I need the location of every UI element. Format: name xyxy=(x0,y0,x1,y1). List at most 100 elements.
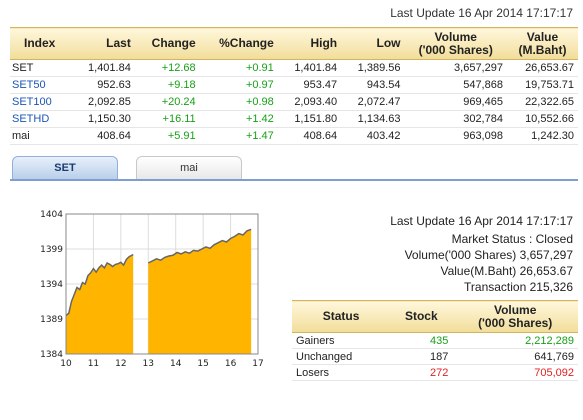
index-value: 1,242.30 xyxy=(506,127,578,145)
tab-set[interactable]: SET xyxy=(12,156,118,180)
table-row: SET50 952.63 +9.18 +0.97 953.47 943.54 5… xyxy=(10,76,578,94)
last-update-top: Last Update 16 Apr 2014 17:17:17 xyxy=(390,6,573,20)
status-value: Value(M.Baht) 26,653.67 xyxy=(440,264,573,278)
header-stat-volume: Volume ('000 Shares) xyxy=(452,300,578,333)
plot-frame xyxy=(65,213,259,355)
stat-stock: 435 xyxy=(390,332,453,349)
index-change: +20.24 xyxy=(134,93,200,111)
header-pct-change: %Change xyxy=(199,27,278,60)
index-pct-change: +0.98 xyxy=(199,93,278,111)
index-high: 1,401.84 xyxy=(277,59,342,77)
index-volume: 963,098 xyxy=(404,127,507,145)
index-low: 1,389.56 xyxy=(341,59,405,77)
index-value: 26,653.67 xyxy=(506,59,578,77)
table-row: SET100 2,092.85 +20.24 +0.98 2,093.40 2,… xyxy=(10,93,578,111)
header-volume: Volume ('000 Shares) xyxy=(404,27,507,60)
table-row: Unchanged 187 641,769 xyxy=(292,348,578,365)
x-tick-label: 12 xyxy=(115,359,126,369)
index-last: 1,401.84 xyxy=(71,59,135,77)
index-change: +12.68 xyxy=(134,59,200,77)
stat-stock: 187 xyxy=(390,348,453,365)
index-last: 1,150.30 xyxy=(71,110,135,128)
index-table-header: Index Last Change %Change High Low Volum… xyxy=(10,27,578,60)
stat-status: Unchanged xyxy=(292,348,391,365)
table-row: Losers 272 705,092 xyxy=(292,364,578,381)
stat-table-header: Status Stock Volume ('000 Shares) xyxy=(292,300,578,333)
index-name: SET xyxy=(10,59,72,77)
header-status: Status xyxy=(292,300,391,333)
index-low: 943.54 xyxy=(341,76,405,94)
table-row: SET 1,401.84 +12.68 +0.91 1,401.84 1,389… xyxy=(10,59,578,77)
x-tick-label: 14 xyxy=(170,359,182,369)
index-table: Index Last Change %Change High Low Volum… xyxy=(10,27,578,145)
intraday-chart: 1384 1389 1394 1399 1404 10 11 12 13 14 15 16 17 xyxy=(28,208,268,376)
y-tick-label: 1394 xyxy=(40,280,63,290)
stat-volume: 705,092 xyxy=(452,364,578,381)
index-value: 22,322.65 xyxy=(506,93,578,111)
index-value: 19,753.71 xyxy=(506,76,578,94)
index-high: 408.64 xyxy=(277,127,342,145)
header-value: Value (M.Baht) xyxy=(506,27,578,60)
y-tick-label: 1404 xyxy=(40,210,63,220)
index-name-link[interactable]: SET50 xyxy=(10,76,72,94)
x-tick-label: 15 xyxy=(197,359,208,369)
header-change: Change xyxy=(134,27,200,60)
x-tick-label: 11 xyxy=(88,359,99,369)
index-last: 2,092.85 xyxy=(71,93,135,111)
table-row: mai 408.64 +5.91 +1.47 408.64 403.42 963… xyxy=(10,127,578,145)
header-index: Index xyxy=(10,27,72,60)
index-pct-change: +1.42 xyxy=(199,110,278,128)
status-last-update: Last Update 16 Apr 2014 17:17:17 xyxy=(390,214,573,228)
y-tick-label: 1389 xyxy=(40,315,63,325)
index-pct-change: +1.47 xyxy=(199,127,278,145)
status-volume: Volume('000 Shares) 3,657,297 xyxy=(404,248,573,262)
stat-stock: 272 xyxy=(390,364,453,381)
index-change: +9.18 xyxy=(134,76,200,94)
index-high: 2,093.40 xyxy=(277,93,342,111)
stat-volume: 641,769 xyxy=(452,348,578,365)
index-name-link[interactable]: SETHD xyxy=(10,110,72,128)
header-stock: Stock xyxy=(390,300,453,333)
table-row: Gainers 435 2,212,289 xyxy=(292,332,578,349)
index-volume: 3,657,297 xyxy=(404,59,507,77)
y-tick-label: 1399 xyxy=(40,245,63,255)
stat-status: Gainers xyxy=(292,332,391,349)
header-low: Low xyxy=(341,27,405,60)
y-tick-label: 1384 xyxy=(40,350,63,360)
area-segment xyxy=(66,254,134,354)
price-line xyxy=(65,253,134,317)
x-tick-label: 16 xyxy=(225,359,237,369)
price-line xyxy=(147,228,252,264)
header-last: Last xyxy=(71,27,135,60)
market-status-block: Last Update 16 Apr 2014 17:17:17 Market … xyxy=(390,213,573,295)
table-row: SETHD 1,150.30 +16.11 +1.42 1,151.80 1,1… xyxy=(10,110,578,128)
index-change: +16.11 xyxy=(134,110,200,128)
index-volume: 969,465 xyxy=(404,93,507,111)
gainers-losers-table: Status Stock Volume ('000 Shares) Gainers… xyxy=(292,300,578,381)
index-volume: 302,784 xyxy=(404,110,507,128)
index-last: 952.63 xyxy=(71,76,135,94)
market-status: Market Status : Closed xyxy=(451,232,573,246)
tab-mai[interactable]: mai xyxy=(136,156,242,180)
index-low: 2,072.47 xyxy=(341,93,405,111)
stat-volume: 2,212,289 xyxy=(452,332,578,349)
x-tick-label: 17 xyxy=(252,359,263,369)
status-transaction: Transaction 215,326 xyxy=(464,280,573,294)
index-value: 10,552.66 xyxy=(506,110,578,128)
area-segment xyxy=(148,229,252,354)
index-pct-change: +0.91 xyxy=(199,59,278,77)
index-low: 1,134.63 xyxy=(341,110,405,128)
index-pct-change: +0.97 xyxy=(199,76,278,94)
index-last: 408.64 xyxy=(71,127,135,145)
header-high: High xyxy=(277,27,342,60)
index-change: +5.91 xyxy=(134,127,200,145)
index-high: 1,151.80 xyxy=(277,110,342,128)
index-name: mai xyxy=(10,127,72,145)
x-tick-label: 13 xyxy=(143,359,154,369)
x-tick-label: 10 xyxy=(60,359,72,369)
index-name-link[interactable]: SET100 xyxy=(10,93,72,111)
tab-underline xyxy=(10,179,578,181)
intraday-chart-svg: 1384 1389 1394 1399 1404 10 11 12 13 14 15 16 17 xyxy=(40,210,264,369)
index-low: 403.42 xyxy=(341,127,405,145)
market-tabs: SET mai xyxy=(10,156,578,180)
